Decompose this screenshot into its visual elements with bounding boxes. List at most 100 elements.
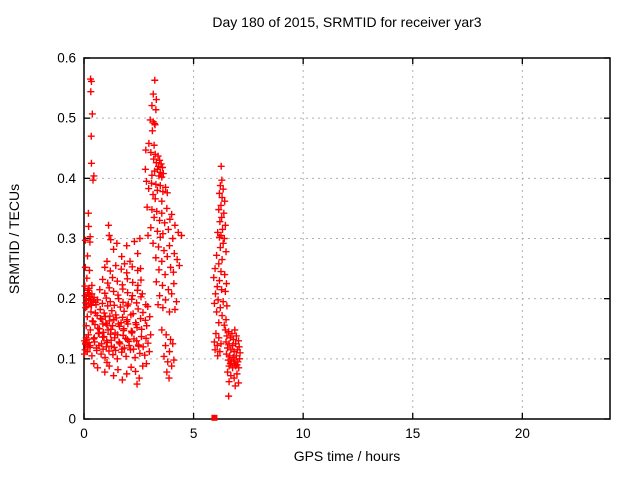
data-point-plus	[147, 224, 155, 232]
data-point-plus	[161, 219, 169, 227]
data-point-plus	[158, 173, 166, 181]
data-point-plus	[126, 257, 134, 265]
data-point-plus	[96, 315, 104, 323]
data-point-plus	[141, 316, 149, 324]
data-point-plus	[134, 305, 142, 313]
data-point-plus	[81, 236, 89, 244]
data-point-plus	[131, 354, 139, 362]
data-point-plus	[165, 242, 173, 250]
data-point-plus	[88, 352, 96, 360]
data-point-plus	[137, 276, 145, 284]
data-point-plus	[86, 326, 94, 334]
data-point-plus	[169, 340, 177, 348]
data-point-plus	[150, 213, 158, 221]
data-point-plus	[162, 342, 170, 350]
data-point-plus	[113, 277, 121, 285]
data-point-plus	[120, 325, 128, 333]
data-point-plus	[165, 374, 173, 382]
data-point-plus	[94, 296, 102, 304]
data-point-plus	[153, 186, 161, 194]
data-point-plus	[151, 76, 159, 84]
data-point-plus	[213, 283, 221, 291]
data-point-plus	[222, 280, 230, 288]
data-point-plus	[158, 164, 166, 172]
data-point-plus	[230, 374, 238, 382]
data-point-plus	[168, 290, 176, 298]
data-point-plus	[229, 336, 237, 344]
data-point-plus	[126, 346, 134, 354]
data-point-plus	[105, 362, 113, 370]
data-point-plus	[216, 244, 224, 252]
data-point-plus	[90, 334, 98, 342]
data-point-plus	[217, 162, 225, 170]
data-point-plus	[105, 231, 113, 239]
data-point-plus	[112, 262, 120, 270]
data-point-plus	[164, 286, 172, 294]
data-point-plus	[215, 189, 223, 197]
data-point-plus	[95, 329, 103, 337]
data-point-plus	[110, 287, 118, 295]
data-point-plus	[171, 305, 179, 313]
data-point-plus	[82, 304, 90, 312]
y-tick-label: 0.1	[57, 351, 76, 366]
x-tick-label: 5	[190, 426, 198, 441]
data-point-plus	[135, 374, 143, 382]
data-point-plus	[87, 308, 95, 316]
data-point-plus	[151, 167, 159, 175]
data-point-square	[211, 414, 218, 421]
data-point-plus	[88, 281, 96, 289]
data-point-plus	[224, 368, 232, 376]
data-point-plus	[147, 331, 155, 339]
data-point-plus	[144, 231, 152, 239]
data-point-plus	[158, 257, 166, 265]
data-point-plus	[94, 364, 102, 372]
data-point-plus	[90, 360, 98, 368]
data-point-plus	[226, 360, 234, 368]
data-point-plus	[158, 326, 166, 334]
data-point-plus	[128, 292, 136, 300]
data-point-plus	[178, 231, 186, 239]
data-point-plus	[167, 336, 175, 344]
data-point-plus	[218, 312, 226, 320]
data-point-plus	[138, 325, 146, 333]
y-tick-label: 0.2	[57, 291, 76, 306]
data-point-plus	[118, 281, 126, 289]
data-point-plus	[152, 96, 160, 104]
data-point-plus	[89, 176, 97, 184]
data-point-plus	[223, 332, 231, 340]
data-point-plus	[101, 368, 109, 376]
data-point-plus	[113, 239, 121, 247]
data-point-plus	[122, 352, 130, 360]
data-point-plus	[170, 250, 178, 258]
data-point-plus	[223, 302, 231, 310]
data-point-plus	[118, 376, 126, 384]
data-point-plus	[99, 320, 107, 328]
data-point-plus	[172, 298, 180, 306]
data-point-plus	[132, 367, 140, 375]
data-point-plus	[144, 339, 152, 347]
data-point-plus	[221, 221, 229, 229]
data-point-plus	[148, 102, 156, 110]
data-point-plus	[219, 239, 227, 247]
data-point-plus	[97, 350, 105, 358]
data-point-plus	[114, 331, 122, 339]
data-point-plus	[156, 216, 164, 224]
data-point-plus	[108, 307, 116, 315]
data-point-plus	[88, 110, 96, 118]
data-point-plus	[156, 233, 164, 241]
data-point-plus	[110, 245, 118, 253]
x-tick-label: 0	[80, 426, 88, 441]
data-point-plus	[150, 141, 158, 149]
data-point-plus	[92, 344, 100, 352]
data-point-plus	[119, 298, 127, 306]
data-point-plus	[210, 338, 218, 346]
data-point-plus	[101, 263, 109, 271]
y-tick-label: 0.5	[57, 111, 76, 126]
data-point-plus	[152, 278, 160, 286]
data-point-plus	[163, 189, 171, 197]
data-point-plus	[148, 179, 156, 187]
data-point-plus	[112, 314, 120, 322]
data-point-plus	[142, 360, 150, 368]
